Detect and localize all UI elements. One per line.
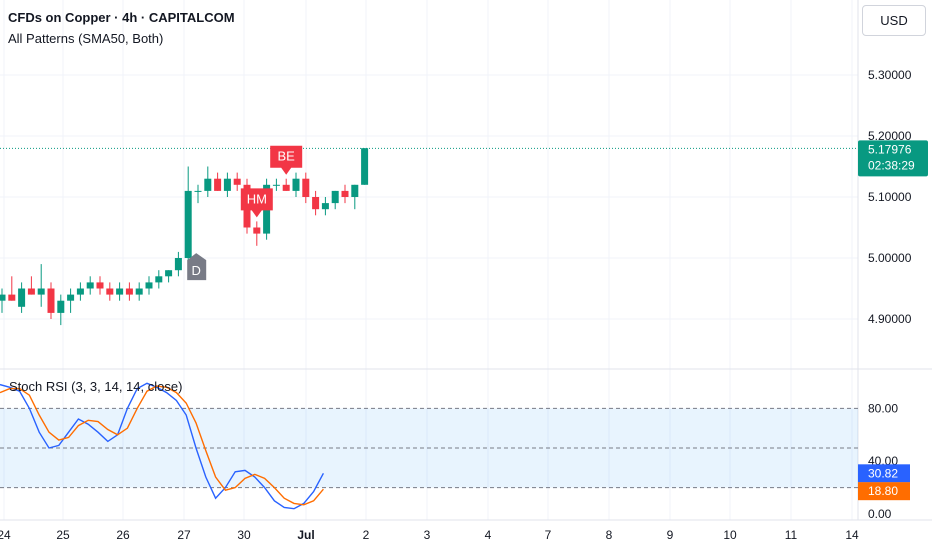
stoch-rsi-legend[interactable]: Stoch RSI (3, 3, 14, 14, close): [9, 379, 183, 394]
candle-body[interactable]: [174, 258, 182, 271]
candle-body[interactable]: [292, 178, 300, 191]
candle-body[interactable]: [67, 294, 75, 301]
candle-body[interactable]: [184, 190, 192, 258]
candle-body[interactable]: [106, 288, 114, 295]
candle-body[interactable]: [361, 148, 369, 185]
price-axis-label: 5.00000: [868, 251, 912, 265]
pattern-label-be: BE: [278, 149, 296, 164]
candle-body[interactable]: [282, 184, 290, 191]
time-axis-label: 2: [363, 528, 370, 542]
time-axis-label: 14: [845, 528, 859, 542]
candle-body[interactable]: [194, 190, 202, 192]
candle-body[interactable]: [351, 184, 359, 197]
candle-body[interactable]: [272, 184, 280, 186]
candle-body[interactable]: [37, 288, 45, 295]
time-axis-label: Jul: [297, 528, 314, 542]
price-axis-label: 5.30000: [868, 68, 912, 82]
time-axis-label: 7: [545, 528, 552, 542]
candle-body[interactable]: [8, 294, 16, 301]
candle-body[interactable]: [0, 294, 6, 301]
candle-body[interactable]: [165, 270, 173, 277]
indicator-legend-patterns[interactable]: All Patterns (SMA50, Both): [8, 31, 164, 46]
stoch-d-value: 18.80: [868, 484, 898, 498]
candle-body[interactable]: [135, 288, 143, 295]
stoch-k-line[interactable]: [0, 382, 325, 510]
candle-body[interactable]: [76, 288, 84, 295]
candle-body[interactable]: [125, 288, 133, 295]
candle-body[interactable]: [116, 288, 124, 295]
candle-body[interactable]: [253, 227, 261, 234]
stoch-d-tag: [858, 482, 910, 501]
price-axis-label: 4.90000: [868, 312, 912, 326]
price-axis-label: 5.20000: [868, 129, 912, 143]
time-axis-label: 8: [606, 528, 613, 542]
candle-body[interactable]: [214, 178, 222, 191]
time-axis-label: 30: [237, 528, 251, 542]
candle-body[interactable]: [302, 178, 310, 197]
price-axis-label: 5.10000: [868, 190, 912, 204]
stoch-axis-label: 0.00: [868, 507, 892, 521]
time-axis-label: 27: [177, 528, 191, 542]
time-axis-label: 24: [0, 528, 11, 542]
candle-body[interactable]: [86, 282, 94, 289]
time-axis-label: 4: [485, 528, 492, 542]
time-axis-label: 3: [424, 528, 431, 542]
candle-body[interactable]: [27, 288, 35, 295]
candle-body[interactable]: [233, 178, 241, 185]
candle-body[interactable]: [18, 288, 26, 307]
candle-body[interactable]: [47, 288, 55, 313]
time-axis-label: 10: [723, 528, 737, 542]
candle-body[interactable]: [341, 190, 349, 197]
time-axis-label: 9: [667, 528, 674, 542]
candle-body[interactable]: [57, 300, 65, 313]
last-price-tag: [858, 140, 928, 177]
stoch-d-line[interactable]: [0, 385, 324, 506]
pattern-label-hm: HM: [247, 191, 267, 206]
pattern-marker-be[interactable]: [270, 145, 303, 175]
pattern-marker-d[interactable]: [187, 253, 207, 281]
candle-body[interactable]: [312, 197, 320, 210]
time-axis-label: 11: [785, 528, 798, 542]
candle-body[interactable]: [145, 282, 153, 289]
bar-countdown: 02:38:29: [868, 158, 915, 172]
candle-body[interactable]: [155, 276, 163, 283]
candle-body[interactable]: [331, 190, 339, 204]
candle-body[interactable]: [204, 178, 212, 191]
symbol-title[interactable]: CFDs on Copper · 4h · CAPITALCOM: [8, 10, 235, 25]
stoch-k-tag: [858, 464, 910, 483]
time-axis-label: 25: [56, 528, 70, 542]
currency-selector[interactable]: USD: [862, 5, 926, 36]
last-price-value: 5.17976: [868, 142, 912, 156]
candle-body[interactable]: [223, 178, 231, 191]
pattern-label-d: D: [192, 263, 201, 278]
stoch-axis-label: 80.00: [868, 401, 898, 415]
time-axis-label: 26: [116, 528, 130, 542]
stoch-k-value: 30.82: [868, 466, 898, 480]
candle-body[interactable]: [96, 282, 104, 289]
pattern-marker-hm[interactable]: [240, 188, 273, 218]
candle-body[interactable]: [321, 203, 329, 210]
